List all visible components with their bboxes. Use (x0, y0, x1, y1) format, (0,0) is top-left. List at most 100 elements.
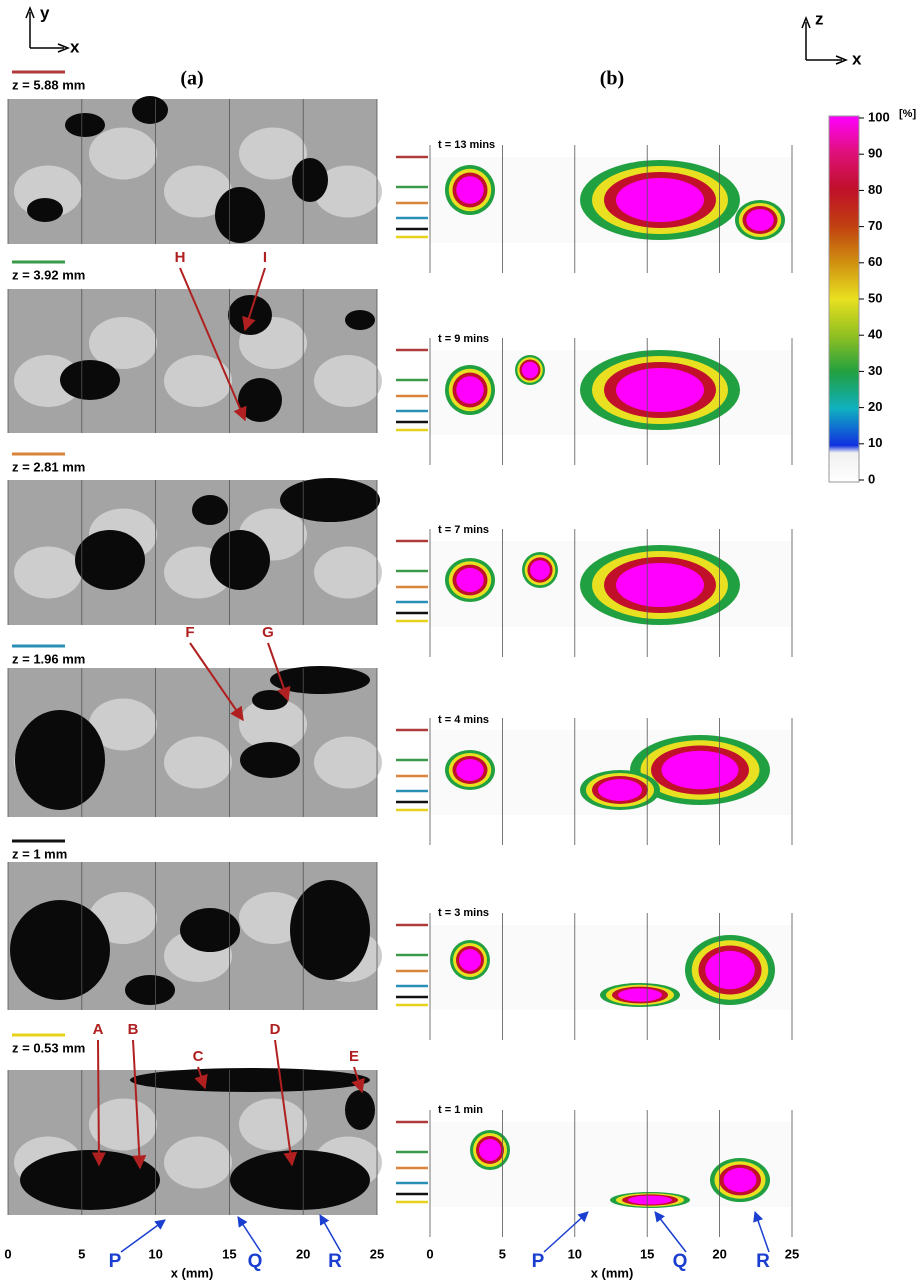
colorbar-tick-label: 30 (868, 363, 882, 378)
pore (180, 908, 240, 952)
x-tick-label: 10 (148, 1246, 162, 1261)
frame-label: t = 13 mins (438, 139, 495, 151)
pore (215, 187, 265, 243)
saturation-blob (705, 951, 755, 990)
x-tick-label: 0 (426, 1246, 433, 1261)
pore (345, 310, 375, 330)
x-tick-label: 15 (640, 1246, 654, 1261)
marker-label: Q (673, 1251, 688, 1272)
colorbar-tick-label: 80 (868, 182, 882, 197)
annotation-label: G (262, 624, 274, 641)
slice-label: z = 0.53 mm (12, 1040, 85, 1055)
marker-arrow (655, 1212, 686, 1252)
pore (238, 378, 282, 422)
colorbar-tick-label: 70 (868, 218, 882, 233)
x-tick-label: 25 (785, 1246, 799, 1261)
grain (314, 355, 382, 407)
x-tick-label: 25 (370, 1246, 384, 1261)
marker-label: Q (248, 1251, 263, 1272)
pore (252, 690, 288, 710)
grain (239, 1099, 307, 1151)
pore (65, 113, 105, 137)
saturation-blob (456, 759, 484, 781)
saturation-blob (618, 988, 662, 1001)
slice-label: z = 2.81 mm (12, 459, 85, 474)
pore (27, 198, 63, 222)
pore (280, 478, 380, 522)
x-tick-label: 10 (568, 1246, 582, 1261)
axis-icon-label: z (815, 9, 824, 28)
colorbar-unit: [%] (899, 108, 916, 120)
grain (314, 737, 382, 789)
pore (75, 530, 145, 590)
x-tick-label: 20 (296, 1246, 310, 1261)
marker-label: R (328, 1251, 342, 1272)
colorbar (829, 116, 859, 482)
annotation-label: A (93, 1021, 104, 1038)
grain (164, 737, 232, 789)
marker-label: P (109, 1251, 122, 1272)
pore (132, 96, 168, 124)
frame-label: t = 7 mins (438, 524, 489, 536)
colorbar-tick-label: 60 (868, 254, 882, 269)
slice-label: z = 1.96 mm (12, 651, 85, 666)
saturation-blob (530, 560, 550, 580)
x-axis-label: x (mm) (591, 1265, 634, 1280)
pore (125, 975, 175, 1005)
marker-label: P (532, 1251, 545, 1272)
saturation-blob (616, 178, 704, 222)
annotation-label: B (128, 1021, 139, 1038)
grain (314, 547, 382, 599)
saturation-blob (456, 376, 484, 404)
pore (292, 158, 328, 202)
axes-icon-right (802, 18, 846, 64)
colorbar-tick-label: 90 (868, 146, 882, 161)
x-tick-label: 5 (78, 1246, 85, 1261)
x-tick-label: 20 (712, 1246, 726, 1261)
x-tick-label: 15 (222, 1246, 236, 1261)
axis-icon-label: x (852, 49, 862, 68)
annotation-label: E (349, 1048, 359, 1065)
colorbar-tick-label: 100 (868, 109, 890, 124)
saturation-blob (456, 568, 484, 592)
marker-arrow (755, 1212, 769, 1252)
grain (14, 547, 82, 599)
saturation-blob (724, 1168, 757, 1192)
saturation-blob (598, 779, 642, 801)
axis-icon-label: x (70, 37, 80, 56)
saturation-blob (616, 368, 704, 412)
annotation-label: H (175, 249, 186, 266)
annotation-label: F (185, 624, 194, 641)
colorbar-tick-label: 20 (868, 399, 882, 414)
saturation-blob (456, 176, 484, 204)
pore (15, 710, 105, 810)
annotation-label: D (270, 1021, 281, 1038)
pore (210, 530, 270, 590)
slice-label: z = 1 mm (12, 846, 67, 861)
colorbar-tick-label: 0 (868, 471, 875, 486)
x-tick-label: 5 (499, 1246, 506, 1261)
colorbar-tick-label: 40 (868, 327, 882, 342)
pore (345, 1090, 375, 1130)
slice-label: z = 3.92 mm (12, 267, 85, 282)
panel-label: (b) (600, 68, 624, 90)
colorbar-tick-label: 50 (868, 290, 882, 305)
axis-icon-label: y (40, 3, 50, 22)
pore (290, 880, 370, 980)
frame-label: t = 1 min (438, 1104, 483, 1116)
saturation-blob (616, 563, 704, 607)
x-axis-label: x (mm) (171, 1265, 214, 1280)
panel-label: (a) (180, 68, 203, 90)
saturation-blob (479, 1139, 501, 1161)
annotation-label: I (263, 249, 267, 266)
saturation-blob (746, 209, 774, 231)
pore (230, 1150, 370, 1210)
figure: y x z x (a) (b) x (mm) x (mm) [%] z = 5.… (0, 0, 922, 1283)
grain (89, 128, 157, 180)
grain (164, 355, 232, 407)
pore (192, 495, 228, 525)
annotation-arrow (98, 1040, 99, 1165)
pore (10, 900, 110, 1000)
frame-label: t = 4 mins (438, 714, 489, 726)
slice-label: z = 5.88 mm (12, 77, 85, 92)
